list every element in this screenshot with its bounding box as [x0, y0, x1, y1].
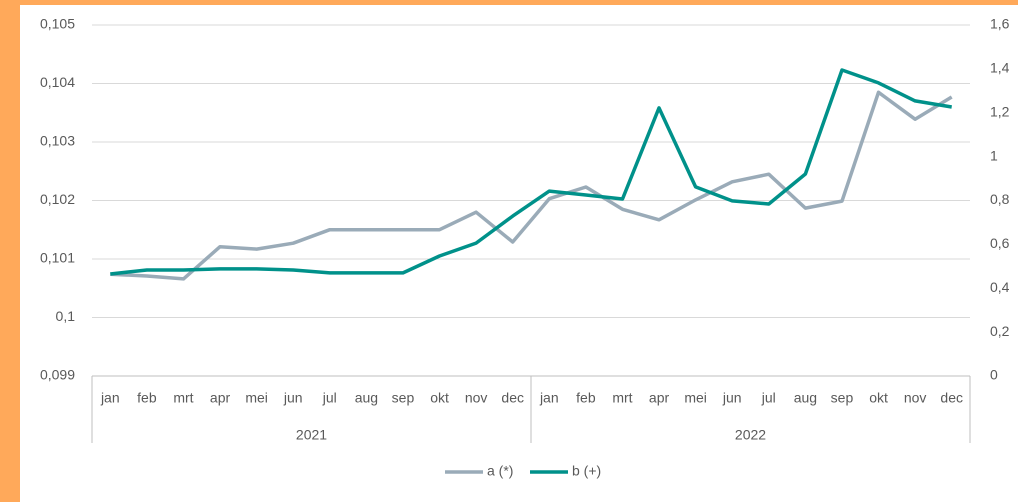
x-tick-label: apr: [210, 390, 231, 406]
y2-tick-label: 1,4: [990, 60, 1010, 76]
x-tick-label: feb: [576, 390, 596, 406]
y-tick-label: 0,102: [40, 191, 75, 207]
group-label: 2021: [296, 427, 327, 443]
x-tick-label: aug: [355, 390, 378, 406]
y2-tick-label: 0,2: [990, 323, 1010, 339]
y-tick-label: 0,103: [40, 133, 75, 149]
x-tick-label: mrt: [173, 390, 193, 406]
group-label: 2022: [735, 427, 766, 443]
x-tick-label: dec: [501, 390, 524, 406]
legend-label: a (*): [487, 463, 513, 479]
y-tick-label: 0,099: [40, 367, 75, 383]
x-tick-label: nov: [904, 390, 927, 406]
x-tick-label: aug: [794, 390, 817, 406]
y-tick-label: 0,101: [40, 250, 75, 266]
y-tick-label: 0,104: [40, 74, 75, 90]
y2-tick-label: 0,6: [990, 235, 1010, 251]
x-tick-label: jun: [283, 390, 303, 406]
y-tick-label: 0,105: [40, 16, 75, 32]
x-tick-label: dec: [940, 390, 963, 406]
x-tick-label: mei: [245, 390, 268, 406]
x-tick-label: nov: [465, 390, 488, 406]
x-tick-label: jul: [322, 390, 337, 406]
x-tick-label: apr: [649, 390, 670, 406]
y2-tick-label: 0,8: [990, 191, 1010, 207]
x-tick-label: feb: [137, 390, 157, 406]
x-tick-label: jan: [539, 390, 559, 406]
series-line: [110, 68, 952, 276]
x-tick-label: okt: [430, 390, 449, 406]
y2-tick-label: 0,4: [990, 279, 1010, 295]
x-tick-label: okt: [869, 390, 888, 406]
legend-label: b (+): [572, 463, 601, 479]
series-line: [110, 90, 953, 281]
x-tick-label: mei: [684, 390, 707, 406]
y2-tick-label: 1,2: [990, 103, 1010, 119]
x-tick-label: sep: [831, 390, 854, 406]
panel: [20, 5, 1018, 502]
x-tick-label: jan: [100, 390, 120, 406]
y2-tick-label: 1,6: [990, 16, 1010, 32]
x-tick-label: jul: [761, 390, 776, 406]
x-tick-label: jun: [722, 390, 742, 406]
y2-tick-label: 1: [990, 147, 998, 163]
y-tick-label: 0,1: [56, 308, 76, 324]
x-tick-label: sep: [392, 390, 415, 406]
y2-tick-label: 0: [990, 367, 998, 383]
x-tick-label: mrt: [612, 390, 632, 406]
